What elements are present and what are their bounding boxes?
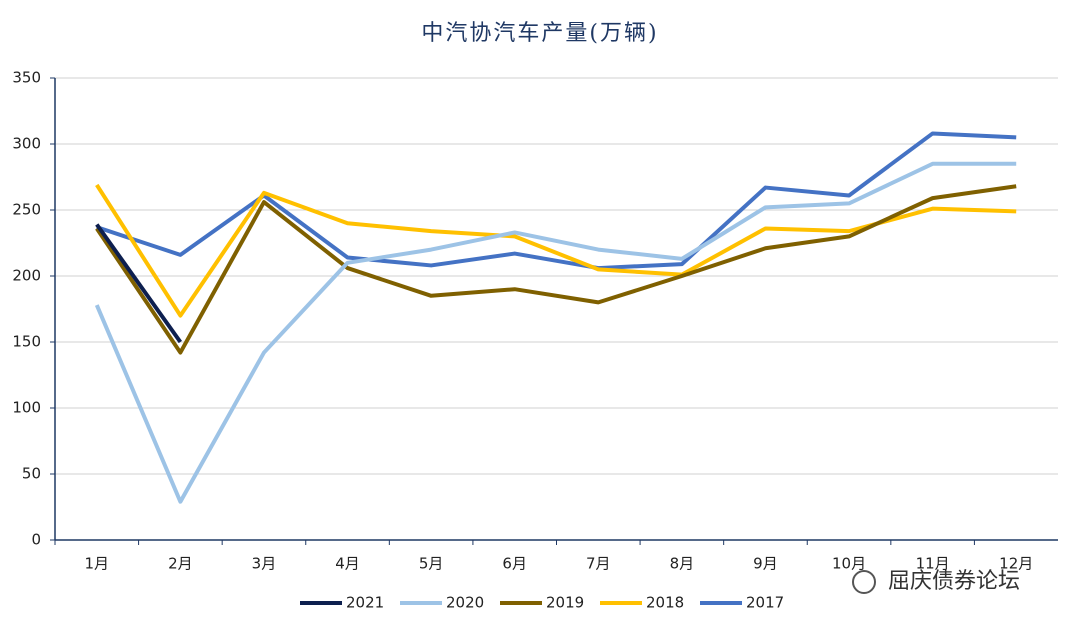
x-tick-label: 2月 xyxy=(168,555,193,573)
line xyxy=(95,184,1017,355)
line xyxy=(95,183,1017,318)
x-tick-label: 5月 xyxy=(419,555,444,573)
x-tick-label: 8月 xyxy=(670,555,695,573)
x-tick-label: 11月 xyxy=(916,555,950,573)
legend-label: 2019 xyxy=(546,594,584,612)
watermark-icon xyxy=(852,570,876,594)
line xyxy=(95,223,183,344)
legend-label: 2021 xyxy=(346,594,384,612)
x-tick-label: 10月 xyxy=(832,555,866,573)
y-tick-label: 50 xyxy=(22,465,41,483)
line xyxy=(96,131,1017,271)
y-tick-label: 150 xyxy=(12,333,41,351)
line xyxy=(94,161,1017,504)
legend-label: 2020 xyxy=(446,594,484,612)
legend-label: 2017 xyxy=(746,594,784,612)
y-tick-label: 0 xyxy=(31,531,41,549)
y-tick-label: 350 xyxy=(12,69,41,87)
chart-title: 中汽协汽车产量(万辆) xyxy=(421,21,658,46)
x-tick-label: 6月 xyxy=(502,555,527,573)
watermark: 屈庆债券论坛 xyxy=(888,569,1020,594)
x-tick-label: 1月 xyxy=(85,555,110,573)
y-tick-label: 100 xyxy=(12,399,41,417)
legend-label: 2018 xyxy=(646,594,684,612)
y-tick-label: 300 xyxy=(12,135,41,153)
y-tick-label: 200 xyxy=(12,267,41,285)
x-tick-label: 3月 xyxy=(252,555,277,573)
x-tick-label: 12月 xyxy=(999,555,1033,573)
y-tick-label: 250 xyxy=(12,201,41,219)
x-tick-label: 7月 xyxy=(586,555,611,573)
x-tick-label: 9月 xyxy=(753,555,778,573)
x-tick-label: 4月 xyxy=(335,555,360,573)
